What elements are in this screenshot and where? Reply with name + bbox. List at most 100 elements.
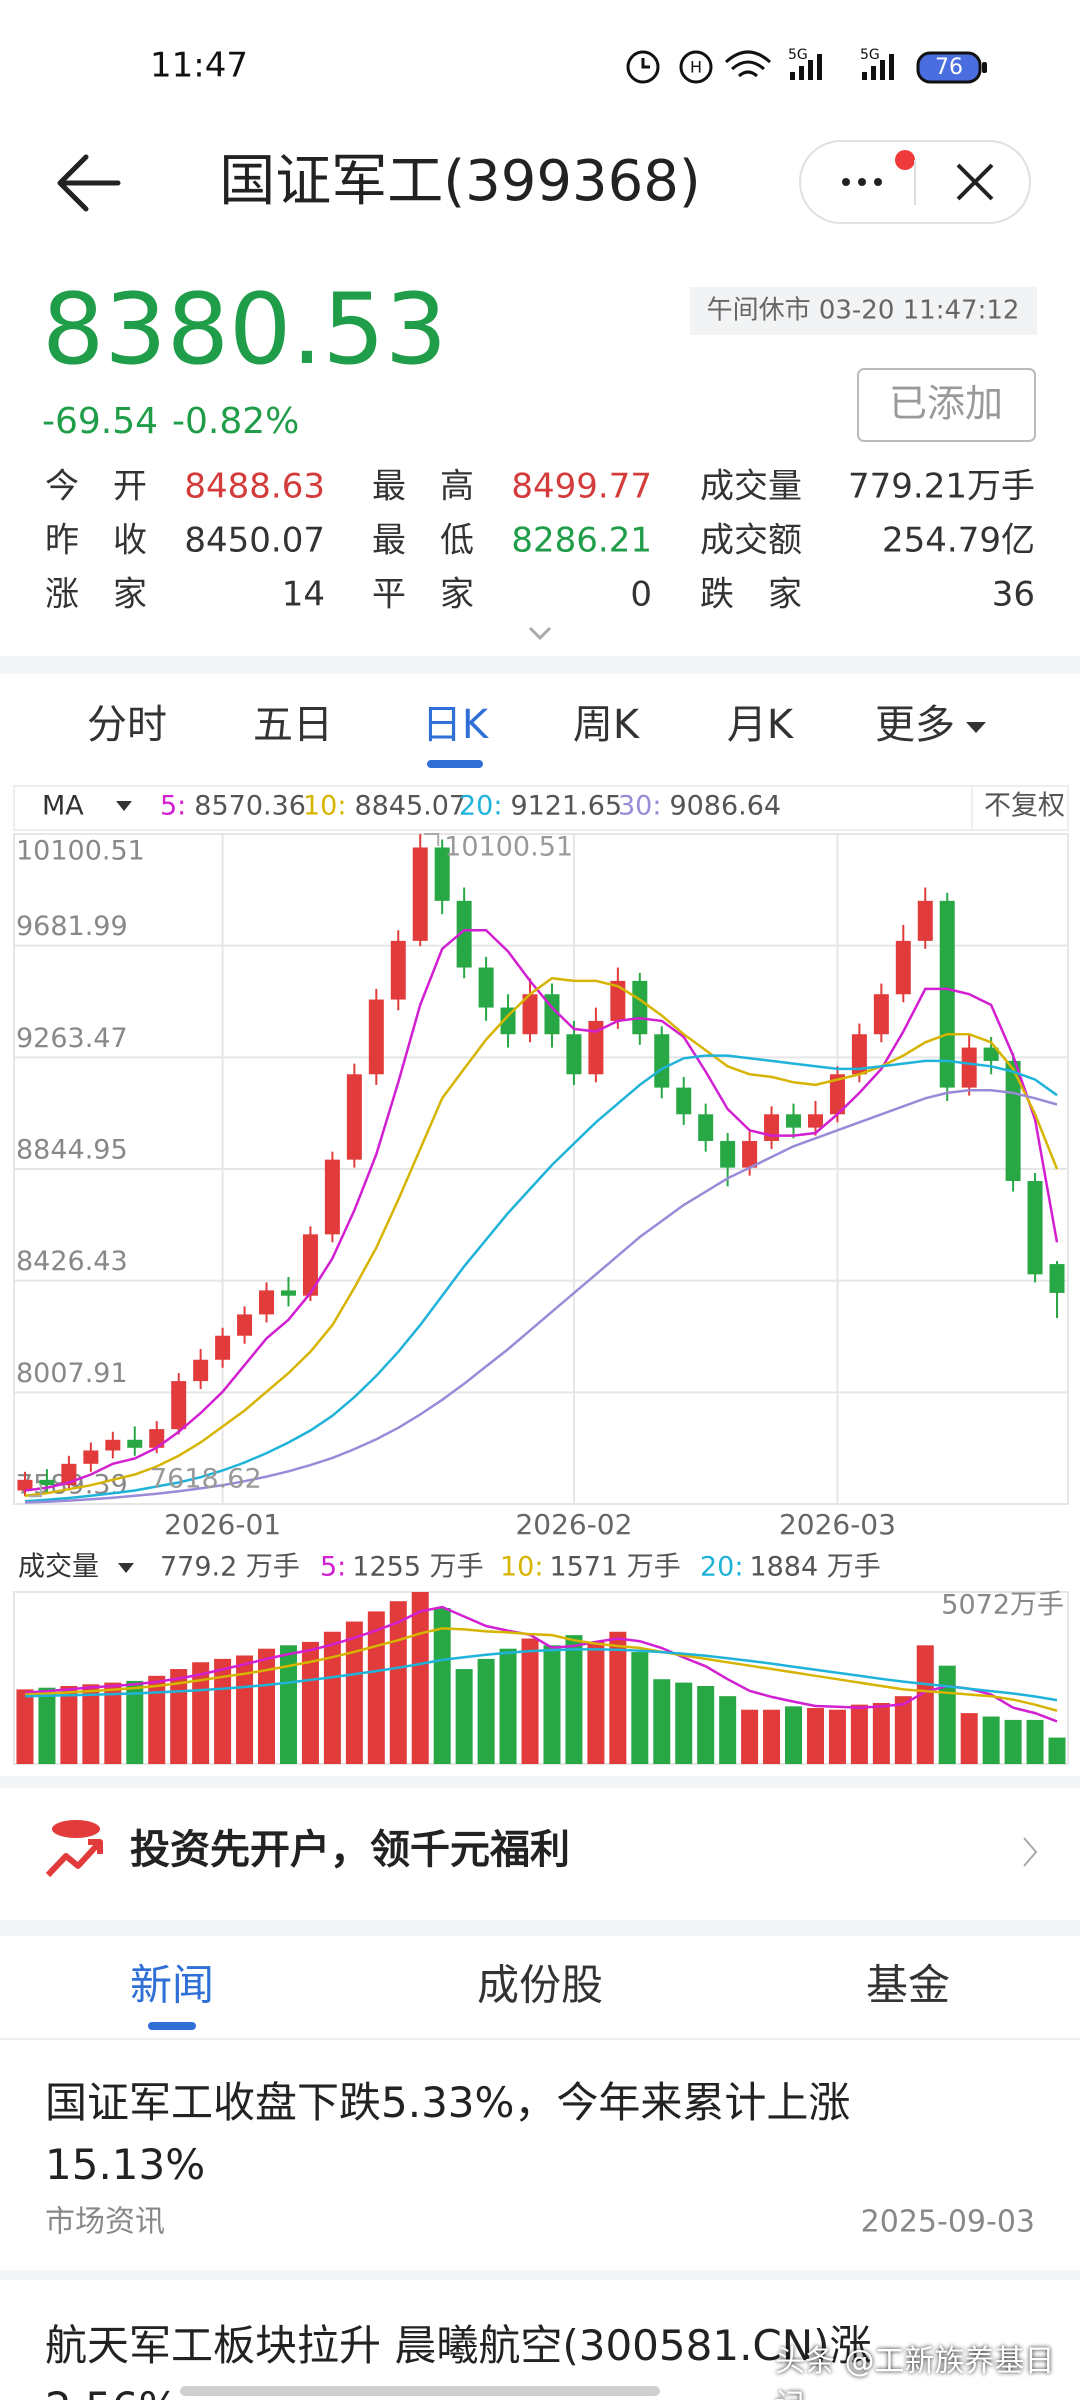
- page-title: 国证军工(399368): [219, 149, 700, 214]
- legend-name: 20:: [700, 1552, 743, 1583]
- volume-bar: [938, 1665, 956, 1764]
- legend-name: 5:: [320, 1552, 346, 1583]
- indicator-bar: [13, 785, 1069, 831]
- period-tab[interactable]: 月K: [727, 702, 795, 748]
- promo-text[interactable]: 投资先开户，领千元福利: [130, 1827, 570, 1873]
- added-button-label: 已添加: [889, 382, 1003, 426]
- news-source: 市场资讯: [45, 2205, 165, 2240]
- stat-value: 8450.07: [184, 521, 325, 561]
- volume-bar: [653, 1679, 671, 1764]
- volume-bar: [543, 1645, 561, 1764]
- legend-name: 10:: [500, 1552, 543, 1583]
- news-title[interactable]: 航天军工板块拉升 晨曦航空(300581.CN)涨2.56%: [45, 2321, 872, 2400]
- news-tab[interactable]: 基金: [866, 1961, 950, 2010]
- promo-icon: [45, 1820, 103, 1878]
- ma-line: [24, 1054, 1058, 1503]
- x-tick-label: 2026-02: [515, 1508, 632, 1541]
- close-button[interactable]: [956, 163, 994, 201]
- candle-body: [346, 1074, 362, 1160]
- volume-bar: [565, 1635, 583, 1764]
- volume-bar: [1048, 1737, 1066, 1764]
- volume-bar: [104, 1682, 122, 1764]
- candle-body: [917, 900, 933, 941]
- period-tab[interactable]: 分时: [87, 702, 167, 748]
- candle-body: [1005, 1060, 1021, 1181]
- section-separator: [0, 1776, 1080, 1788]
- watermark: 头条 @工新族养基日记: [775, 2344, 1055, 2400]
- volume-bar: [894, 1696, 912, 1764]
- badge-dot: [895, 150, 915, 170]
- volume-bar: [433, 1608, 451, 1764]
- volume-bar: [499, 1648, 517, 1764]
- candle-body: [456, 900, 472, 968]
- stat-value: 8499.77: [511, 467, 652, 507]
- legend-value: 9086.64: [669, 791, 781, 822]
- news-tab[interactable]: 成份股: [477, 1961, 603, 2010]
- candle-body: [939, 900, 955, 1088]
- volume-tick-label: 5072万手: [941, 1590, 1064, 1621]
- volume-bar: [982, 1716, 1000, 1764]
- added-button[interactable]: [857, 368, 1036, 442]
- volume-bar: [587, 1641, 605, 1764]
- candle-body: [873, 994, 889, 1035]
- volume-bar: [806, 1708, 824, 1764]
- candle-body: [390, 940, 406, 1000]
- back-button[interactable]: [57, 154, 121, 212]
- section-separator: [0, 656, 1080, 674]
- stat-value: 8488.63: [184, 467, 325, 507]
- legend-value: 1255 万手: [352, 1552, 483, 1583]
- candle-body: [654, 1034, 670, 1088]
- expand-chevron[interactable]: [528, 626, 552, 641]
- volume-bar: [719, 1696, 737, 1764]
- svg-text:5G: 5G: [860, 47, 880, 63]
- ma-line: [24, 976, 1059, 1498]
- candle-body: [829, 1074, 845, 1115]
- indicator-name[interactable]: MA: [42, 791, 84, 822]
- price-change-pct: -0.82%: [172, 401, 299, 442]
- volume-bar: [82, 1684, 100, 1764]
- volume-label[interactable]: 成交量: [18, 1552, 99, 1583]
- candle-body: [105, 1439, 121, 1451]
- scroll-bar: [180, 2386, 660, 2396]
- candle-body: [259, 1290, 275, 1315]
- legend-value: 8570.36: [194, 791, 306, 822]
- stat-value: 8286.21: [511, 521, 652, 561]
- stat-value: 36: [992, 575, 1035, 615]
- candle-body: [961, 1047, 977, 1088]
- period-tab[interactable]: 更多: [875, 702, 955, 748]
- news-title[interactable]: 国证军工收盘下跌5.33%，今年来累计上涨15.13%: [45, 2078, 851, 2189]
- volume-bar: [741, 1709, 759, 1764]
- period-tab[interactable]: 五日: [253, 702, 333, 748]
- volume-bar: [521, 1638, 539, 1764]
- volume-bar: [1026, 1719, 1044, 1764]
- candle-body: [742, 1140, 758, 1168]
- stat-value: 254.79亿: [882, 521, 1035, 561]
- candle-body: [127, 1439, 143, 1448]
- adjust-mode[interactable]: 不复权: [984, 791, 1065, 822]
- battery-tip: [982, 62, 987, 73]
- more-button[interactable]: [842, 178, 882, 186]
- volume-bar: [301, 1641, 319, 1764]
- candle-body: [193, 1359, 209, 1382]
- candle-body: [500, 1007, 516, 1035]
- stat-value: 0: [630, 575, 652, 615]
- period-tab[interactable]: 周K: [573, 702, 641, 748]
- news-tab[interactable]: 新闻: [130, 1961, 214, 2010]
- candle-body: [764, 1114, 780, 1141]
- market-status-bg: [690, 287, 1037, 335]
- volume-current: 779.2 万手: [160, 1552, 300, 1583]
- volume-bar: [148, 1675, 166, 1764]
- volume-bar: [214, 1658, 232, 1764]
- candle-body: [237, 1314, 253, 1336]
- period-tab[interactable]: 日K: [422, 702, 490, 748]
- candle-body: [368, 999, 384, 1075]
- legend-name: 5:: [160, 791, 186, 822]
- stat-label: 最低: [372, 521, 474, 561]
- volume-bar: [609, 1631, 627, 1764]
- promo-chevron[interactable]: [1023, 1837, 1038, 1867]
- candle-body: [302, 1234, 318, 1296]
- svg-text:H: H: [690, 58, 702, 77]
- volume-bar: [258, 1648, 276, 1764]
